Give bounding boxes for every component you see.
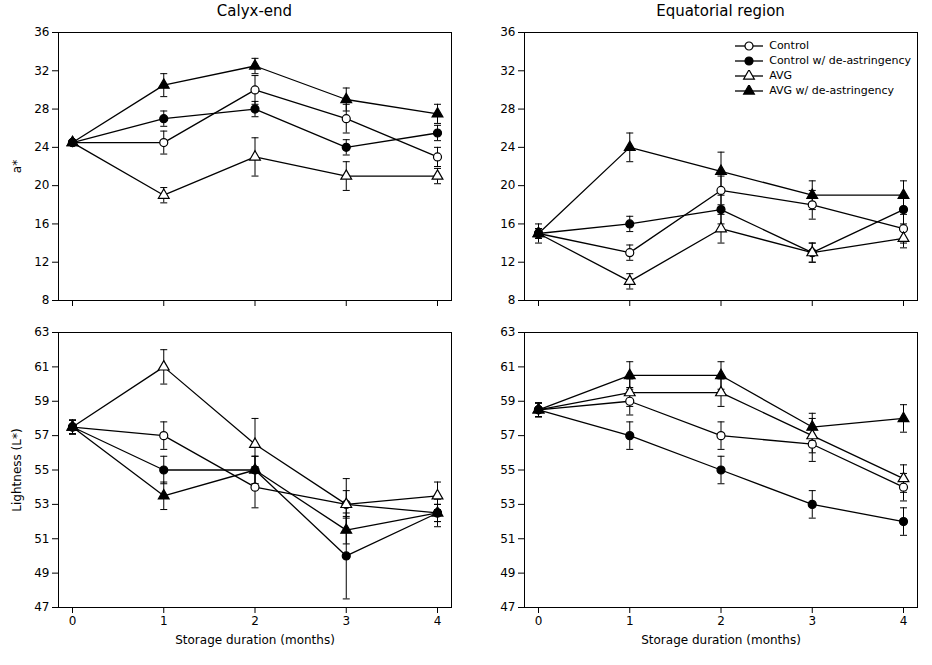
svg-text:63: 63 <box>500 325 515 339</box>
svg-text:63: 63 <box>34 325 49 339</box>
svg-text:24: 24 <box>34 140 49 154</box>
svg-text:57: 57 <box>500 428 515 442</box>
svg-text:12: 12 <box>34 255 49 269</box>
svg-text:4: 4 <box>434 614 442 628</box>
svg-text:0: 0 <box>69 614 77 628</box>
svg-text:32: 32 <box>500 64 515 78</box>
svg-text:1: 1 <box>160 614 168 628</box>
svg-text:47: 47 <box>500 600 515 614</box>
svg-text:57: 57 <box>34 428 49 442</box>
svg-text:47: 47 <box>34 600 49 614</box>
svg-text:16: 16 <box>500 217 515 231</box>
svg-text:Lightness (L*): Lightness (L*) <box>10 428 24 511</box>
html-text:Calyx-end: Calyx-end <box>216 2 293 20</box>
svg-text:53: 53 <box>500 497 515 511</box>
svg-text:53: 53 <box>34 497 49 511</box>
svg-text:1: 1 <box>626 614 634 628</box>
svg-text:8: 8 <box>42 293 50 307</box>
svg-text:Storage duration (months): Storage duration (months) <box>641 633 801 647</box>
html-text:AVG: AVG <box>769 69 793 82</box>
svg-text:8: 8 <box>508 293 516 307</box>
html-text:Control w/ de-astringency: Control w/ de-astringency <box>769 54 911 67</box>
svg-text:28: 28 <box>34 102 49 116</box>
svg-text:36: 36 <box>34 25 49 39</box>
svg-text:61: 61 <box>500 360 515 374</box>
svg-text:61: 61 <box>34 360 49 374</box>
svg-text:55: 55 <box>500 463 515 477</box>
svg-text:28: 28 <box>500 102 515 116</box>
svg-text:a*: a* <box>10 160 24 173</box>
svg-text:2: 2 <box>251 614 259 628</box>
svg-text:36: 36 <box>500 25 515 39</box>
svg-text:16: 16 <box>34 217 49 231</box>
svg-text:24: 24 <box>500 140 515 154</box>
svg-text:4: 4 <box>900 614 908 628</box>
svg-text:59: 59 <box>500 394 515 408</box>
svg-text:Storage duration (months): Storage duration (months) <box>175 633 335 647</box>
svg-text:20: 20 <box>34 178 49 192</box>
svg-text:12: 12 <box>500 255 515 269</box>
svg-text:20: 20 <box>500 178 515 192</box>
svg-text:59: 59 <box>34 394 49 408</box>
svg-text:51: 51 <box>500 532 515 546</box>
svg-text:51: 51 <box>34 532 49 546</box>
html-text:Equatorial region: Equatorial region <box>656 2 785 20</box>
svg-text:2: 2 <box>717 614 725 628</box>
html-text:AVG w/ de-astringency: AVG w/ de-astringency <box>769 84 895 97</box>
svg-text:0: 0 <box>535 614 543 628</box>
svg-text:55: 55 <box>34 463 49 477</box>
svg-text:3: 3 <box>808 614 816 628</box>
svg-text:3: 3 <box>342 614 350 628</box>
svg-text:49: 49 <box>500 566 515 580</box>
svg-text:32: 32 <box>34 64 49 78</box>
svg-text:49: 49 <box>34 566 49 580</box>
html-text:Control: Control <box>769 39 809 52</box>
